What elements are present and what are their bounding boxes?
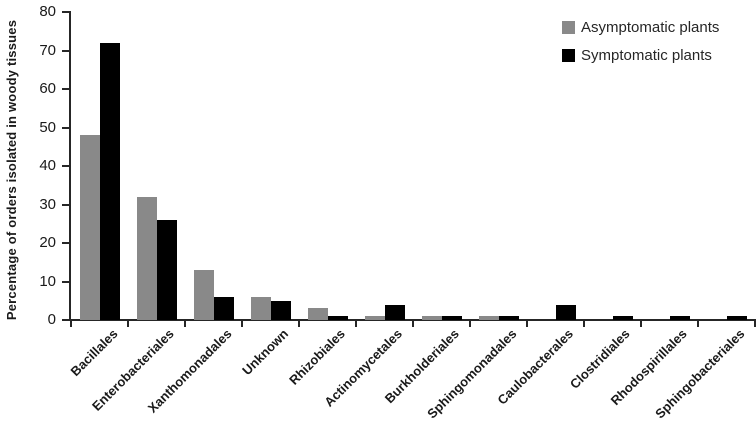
- bar-asymptomatic: [307, 308, 328, 320]
- x-axis-category-label: Rhizobiales: [286, 326, 349, 388]
- y-axis-tick-label: 0: [47, 311, 56, 328]
- x-axis-tick: [241, 321, 243, 327]
- y-axis-tick-label: 10: [39, 272, 56, 290]
- bar-asymptomatic: [136, 196, 157, 320]
- y-axis-tick: [62, 126, 69, 129]
- bar-asymptomatic: [421, 316, 442, 320]
- y-axis-tick-label: 20: [39, 234, 56, 251]
- x-axis-tick: [355, 321, 357, 327]
- x-axis-category-label: Unknown: [239, 326, 292, 378]
- bar-symptomatic: [555, 304, 576, 320]
- x-axis-tick: [640, 321, 642, 327]
- x-axis-tick: [184, 321, 186, 327]
- y-axis-tick: [62, 11, 69, 13]
- legend-label: Symptomatic plants: [581, 47, 712, 64]
- legend-swatch-icon: [562, 49, 575, 62]
- y-axis-line: [69, 11, 71, 321]
- y-axis-tick: [62, 203, 69, 206]
- x-axis-category-label: Bacillales: [67, 326, 121, 380]
- x-axis-tick: [70, 321, 72, 327]
- x-axis-tick: [697, 321, 699, 327]
- legend-entry: Asymptomatic plants: [562, 19, 720, 36]
- bar-asymptomatic: [364, 316, 385, 320]
- x-axis-tick: [583, 321, 585, 327]
- y-axis-tick: [62, 165, 69, 167]
- bar-asymptomatic: [478, 316, 499, 320]
- y-axis-tick: [62, 280, 69, 283]
- bar-symptomatic: [384, 304, 405, 320]
- legend-label: Asymptomatic plants: [581, 19, 720, 36]
- bar-symptomatic: [156, 219, 177, 320]
- bar-asymptomatic: [250, 296, 271, 320]
- bar-symptomatic: [498, 316, 519, 320]
- y-axis-tick: [62, 88, 69, 90]
- bar-symptomatic: [327, 316, 348, 320]
- y-axis-tick-label: 70: [39, 41, 56, 59]
- y-axis-tick-label: 50: [39, 118, 56, 136]
- bar-symptomatic: [99, 42, 120, 320]
- legend: Asymptomatic plants Symptomatic plants: [562, 19, 720, 76]
- bar-asymptomatic: [193, 269, 214, 320]
- x-axis-tick: [754, 321, 756, 327]
- bar-symptomatic: [441, 316, 462, 320]
- bar-symptomatic: [726, 316, 747, 320]
- bar-asymptomatic: [79, 135, 100, 320]
- x-axis-tick: [412, 321, 414, 327]
- bar-symptomatic: [213, 296, 234, 320]
- y-axis-tick-label: 30: [39, 195, 56, 213]
- x-axis-tick: [298, 321, 300, 327]
- y-axis-tick-label: 40: [39, 157, 56, 174]
- bar-symptomatic: [612, 316, 633, 320]
- y-axis-tick-label: 80: [39, 3, 56, 20]
- legend-entry: Symptomatic plants: [562, 47, 719, 64]
- x-axis-line: [69, 319, 756, 321]
- bar-symptomatic: [270, 300, 291, 320]
- bar-symptomatic: [669, 316, 690, 320]
- y-axis-title: Percentage of orders isolated in woody t…: [4, 19, 19, 321]
- y-axis-tick: [62, 49, 69, 52]
- legend-swatch-icon: [562, 21, 575, 34]
- x-axis-tick: [127, 321, 129, 327]
- x-axis-tick: [469, 321, 471, 327]
- y-axis-tick: [62, 242, 69, 244]
- y-axis-tick: [62, 319, 69, 321]
- y-axis-tick-label: 60: [39, 80, 56, 97]
- x-axis-tick: [526, 321, 528, 327]
